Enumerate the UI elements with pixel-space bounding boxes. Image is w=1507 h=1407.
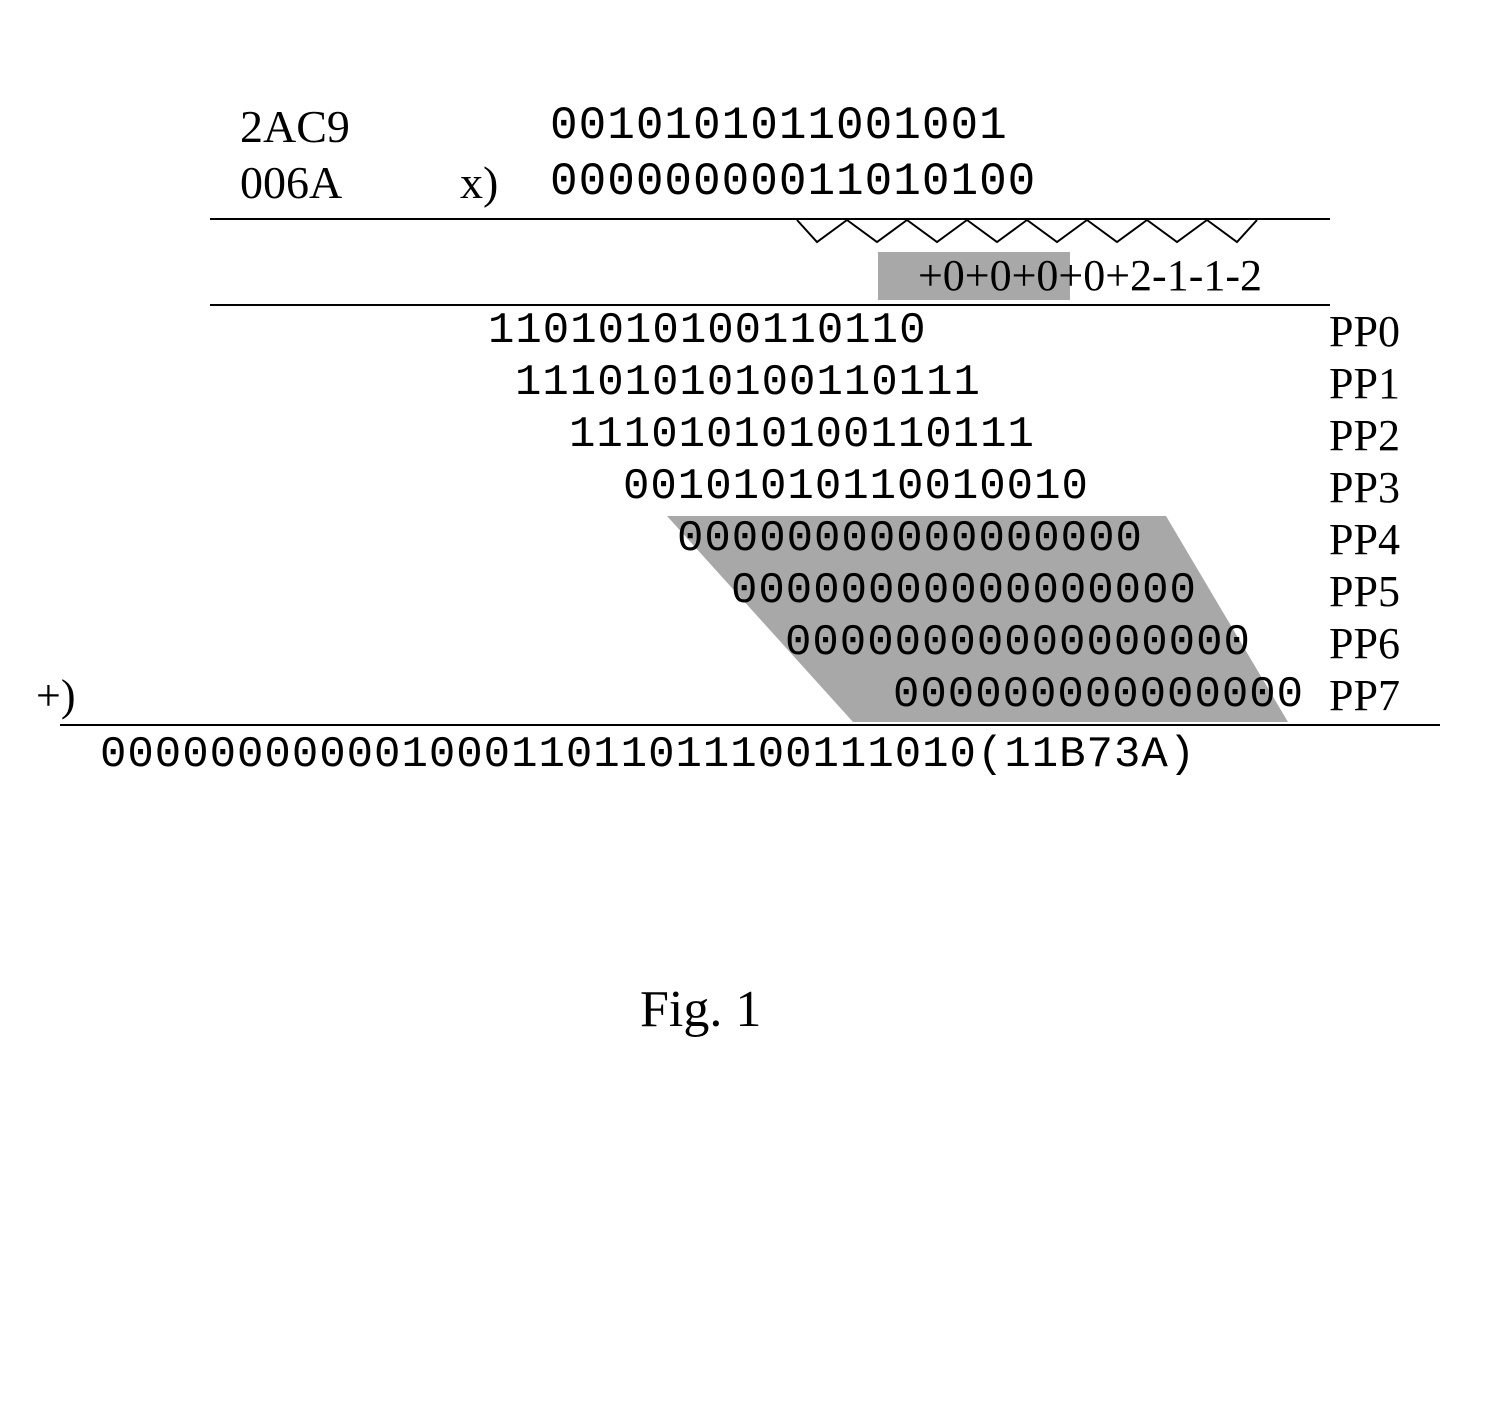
multiplier-hex: 006A (240, 156, 342, 209)
pp-label-6: PP6 (1329, 618, 1400, 669)
booth-recode-values: +0+0+0+0+2-1-1-2 (918, 250, 1262, 301)
pp-bits-2: 11101010100110111 (569, 410, 1035, 460)
pp-bits-7: 000000000000000 (893, 670, 1304, 720)
pp-label-7: PP7 (1329, 670, 1400, 721)
pp-bits-6: 00000000000000000 (785, 618, 1251, 668)
result-row: 00000000000100011011011100111010(11B73A) (60, 726, 1440, 780)
pp-row-1: 11101010100110111 PP1 (60, 358, 1440, 410)
booth-recode-row: +0+0+0+0+2-1-1-2 (60, 250, 1440, 302)
figure-caption: Fig. 1 (640, 980, 761, 1039)
multiplier-bin: 00000000011010100 (550, 156, 1036, 208)
rule-bottom (60, 724, 1440, 726)
pp-bits-0: 1101010100110110 (488, 306, 926, 356)
pp-bits-4: 00000000000000000 (677, 514, 1143, 564)
pp-label-1: PP1 (1329, 358, 1400, 409)
plus-sign-icon: +) (36, 670, 75, 721)
pp-label-3: PP3 (1329, 462, 1400, 513)
pp-bits-3: 00101010110010010 (623, 462, 1089, 512)
pp-label-5: PP5 (1329, 566, 1400, 617)
pp-bits-1: 11101010100110111 (515, 358, 981, 408)
pp-row-2: 11101010100110111 PP2 (60, 410, 1440, 462)
multiply-symbol: x) (460, 156, 498, 209)
pp-bits-5: 00000000000000000 (731, 566, 1197, 616)
multiplicand-hex: 2AC9 (240, 100, 350, 153)
pp-row-4: 00000000000000000 PP4 (60, 514, 1440, 566)
pp-label-2: PP2 (1329, 410, 1400, 461)
pp-label-4: PP4 (1329, 514, 1400, 565)
pp-row-7: 000000000000000PP7+) (60, 670, 1440, 722)
multiplicand-bin: 0010101011001001 (550, 100, 1008, 152)
pp-row-3: 00101010110010010 PP3 (60, 462, 1440, 514)
pp-row-0: 1101010100110110 PP0 (60, 306, 1440, 358)
pp-row-6: 00000000000000000 PP6 (60, 618, 1440, 670)
pp-row-5: 00000000000000000 PP5 (60, 566, 1440, 618)
pp-label-0: PP0 (1329, 306, 1400, 357)
booth-bracket-icon (792, 218, 1262, 246)
booth-grouping-row (60, 220, 1440, 250)
partial-products-block: 1101010100110110PP011101010100110111PP11… (60, 306, 1440, 780)
